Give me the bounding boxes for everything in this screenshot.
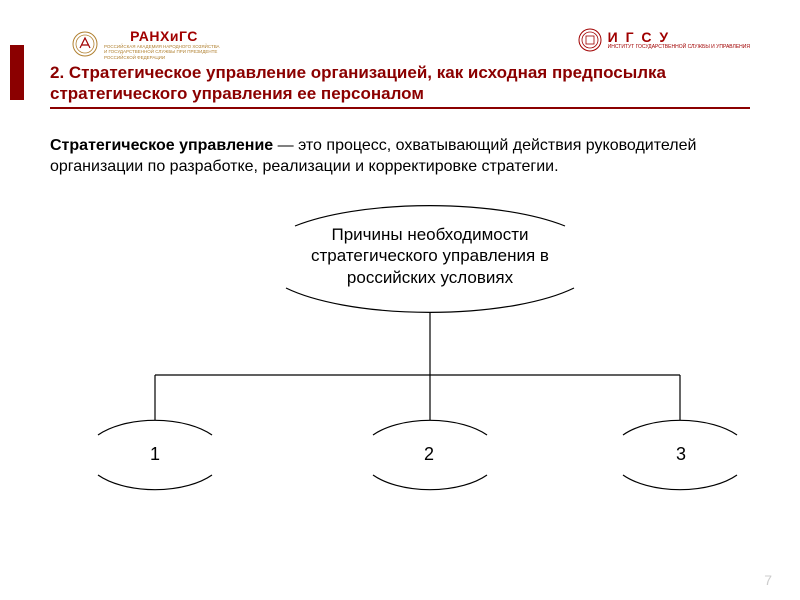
- tree-child-label: 3: [676, 444, 686, 465]
- logo-left-subtitle: РОССИЙСКАЯ АКАДЕМИЯ НАРОДНОГО ХОЗЯЙСТВА …: [104, 44, 224, 60]
- tree-child-label: 2: [424, 444, 434, 465]
- tree-diagram: Причины необходимости стратегического уп…: [0, 200, 800, 560]
- logo-left-text: РАНХиГС: [130, 28, 198, 44]
- logo-igsu: И Г С У ИНСТИТУТ ГОСУДАРСТВЕННОЙ СЛУЖБЫ …: [578, 28, 750, 52]
- logo-right-text: И Г С У: [608, 29, 750, 45]
- tree-child-label: 1: [150, 444, 160, 465]
- definition-term: Стратегическое управление: [50, 137, 273, 154]
- seal-icon: [578, 28, 602, 52]
- logo-ranhigs: РАНХиГС РОССИЙСКАЯ АКАДЕМИЯ НАРОДНОГО ХО…: [72, 28, 224, 60]
- tree-root-label: Причины необходимости стратегического уп…: [290, 224, 570, 288]
- logo-right-subtitle: ИНСТИТУТ ГОСУДАРСТВЕННОЙ СЛУЖБЫ И УПРАВЛ…: [608, 45, 750, 51]
- seal-icon: [72, 31, 98, 57]
- page-number: 7: [764, 572, 772, 588]
- definition-paragraph: Стратегическое управление — это процесс,…: [50, 136, 750, 178]
- accent-bar: [10, 45, 24, 100]
- section-title: 2. Стратегическое управление организацие…: [50, 62, 750, 109]
